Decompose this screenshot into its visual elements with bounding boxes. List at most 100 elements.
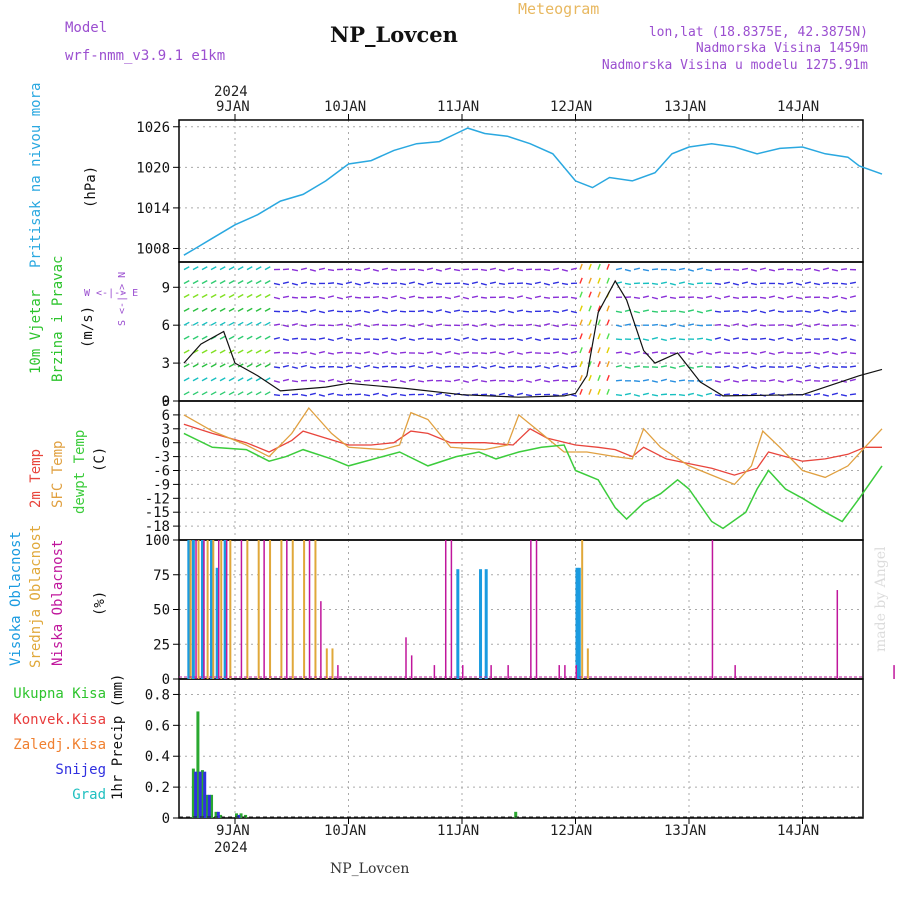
- wind-arrow: [822, 350, 829, 354]
- wind-arrow: [822, 324, 830, 327]
- wind-arrow: [372, 282, 380, 285]
- wind-arrow: [228, 293, 235, 298]
- wind-arrow: [453, 268, 461, 272]
- wind-arrow: [201, 293, 208, 298]
- wind-arrow: [624, 268, 631, 272]
- wind-arrow: [507, 296, 515, 300]
- wind-arrow: [588, 333, 592, 340]
- wind-arrow: [813, 366, 821, 369]
- wind-arrow: [552, 393, 560, 397]
- wind-arrow: [327, 338, 334, 342]
- wind-arrow: [417, 380, 425, 383]
- wind-arrow: [489, 267, 497, 271]
- wind-arrow: [453, 352, 461, 355]
- wind-arrow: [570, 310, 577, 314]
- wind-arrow: [291, 282, 298, 286]
- wind-arrow: [183, 266, 190, 271]
- wind-arrow: [723, 281, 731, 285]
- wind-arrow: [651, 310, 659, 313]
- wind-arrow: [651, 393, 659, 397]
- wind-arrow: [300, 324, 308, 328]
- wind-arrow: [462, 310, 470, 313]
- wind-arrow: [246, 335, 253, 340]
- wind-arrow: [786, 338, 793, 342]
- wind-arrow: [525, 310, 533, 313]
- wind-arrow: [291, 309, 299, 312]
- wind-arrow: [471, 324, 479, 328]
- wind-arrow: [246, 349, 253, 354]
- wind-arrow: [354, 296, 362, 299]
- wind-arrow: [849, 352, 857, 355]
- wind-arrow: [714, 310, 722, 313]
- wind-arrow: [768, 309, 776, 312]
- wind-arrow: [246, 363, 253, 368]
- wind-arrow: [318, 310, 326, 314]
- wind-arrow: [354, 380, 362, 383]
- wind-arrow: [651, 380, 658, 383]
- precip-bar: [198, 771, 202, 818]
- series-temp-sfc: [183, 406, 883, 486]
- wind-arrow: [318, 350, 325, 354]
- wind-arrow: [840, 393, 848, 397]
- wind-arrow: [525, 366, 533, 369]
- wind-arrow: [273, 366, 281, 369]
- wind-arrow: [363, 310, 371, 314]
- wind-arrow: [219, 349, 226, 354]
- wind-arrow: [651, 351, 659, 354]
- wind-arrow: [282, 268, 290, 271]
- wind-arrow: [795, 296, 803, 300]
- wind-arrow: [435, 323, 443, 326]
- wind-arrow: [597, 291, 601, 298]
- wind-arrow: [678, 281, 685, 285]
- wind-arrow: [318, 337, 326, 340]
- wind-arrow: [507, 310, 514, 314]
- wind-arrow: [561, 268, 568, 272]
- wind-arrow: [417, 323, 424, 326]
- wind-arrow: [597, 333, 601, 340]
- y-tick-label: 25: [153, 637, 170, 653]
- wind-arrow: [498, 296, 506, 299]
- wind-arrow: [498, 282, 506, 286]
- series-temp-dewpt: [183, 432, 883, 530]
- wind-arrow: [183, 335, 190, 340]
- wind-arrow: [273, 380, 280, 383]
- wind-arrow: [336, 296, 343, 300]
- wind-arrow: [255, 279, 262, 285]
- wind-arrow: [777, 351, 785, 354]
- wind-arrow: [471, 378, 478, 382]
- wind-arrow: [579, 305, 583, 312]
- wind-arrow: [696, 267, 703, 271]
- wind-arrow: [822, 337, 830, 340]
- series-wind-speed: [183, 279, 883, 398]
- precip-bar: [194, 771, 198, 818]
- wind-arrow: [804, 310, 812, 313]
- wind-arrow: [606, 319, 610, 326]
- wind-arrow: [543, 309, 551, 312]
- wind-arrow: [795, 282, 802, 286]
- precip-bar: [214, 811, 218, 818]
- wind-arrow: [687, 282, 695, 286]
- wind-arrow: [237, 349, 244, 354]
- wind-arrow: [786, 281, 794, 285]
- wind-arrow: [813, 392, 821, 396]
- wind-arrow: [381, 380, 389, 383]
- wind-arrow: [228, 391, 235, 396]
- wind-arrow: [552, 310, 560, 314]
- cloud-bar: [308, 540, 311, 679]
- wind-arrow: [219, 266, 226, 271]
- wind-arrow: [444, 267, 452, 271]
- wind-arrow: [408, 324, 416, 328]
- wind-arrow: [750, 309, 758, 312]
- wind-arrow: [354, 352, 362, 355]
- wind-arrow: [804, 364, 811, 368]
- wind-arrow: [543, 296, 551, 299]
- wind-arrow: [381, 394, 388, 397]
- wind-arrow: [363, 351, 371, 354]
- wind-arrow: [219, 363, 226, 368]
- wind-arrow: [570, 365, 578, 368]
- wind-arrow: [309, 323, 317, 326]
- wind-arrow: [480, 282, 487, 286]
- wind-arrow: [696, 350, 703, 354]
- wind-arrow: [705, 268, 713, 272]
- date-top-9jan: 9JAN: [216, 99, 250, 115]
